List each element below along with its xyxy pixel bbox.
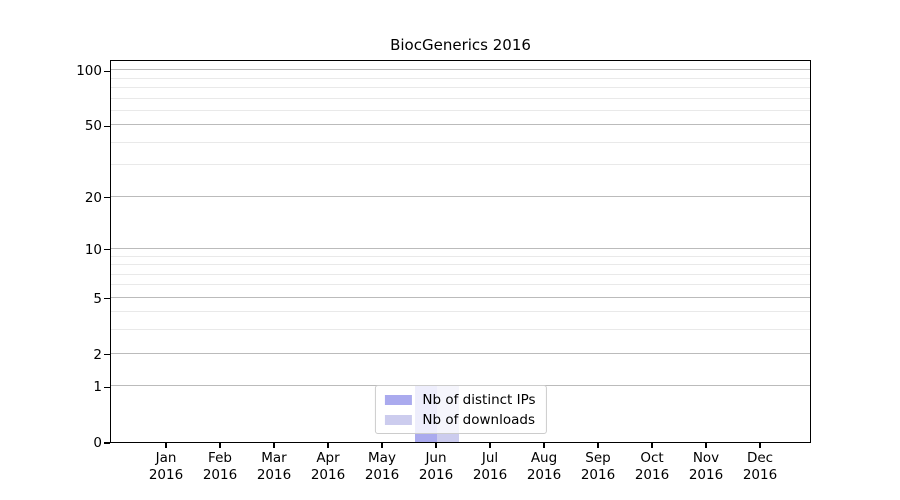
y-gridline-minor-40: [111, 141, 810, 143]
x-tick-year-may: 2016: [364, 467, 400, 483]
y-gridline-minor-8: [111, 264, 810, 265]
legend-swatch-distinct-ips-icon: [384, 394, 412, 405]
x-tick-year-aug: 2016: [526, 467, 562, 483]
y-gridline-minor-30: [111, 164, 810, 166]
x-tick-month-may: May: [368, 450, 396, 466]
x-tick-jun: [435, 443, 437, 448]
x-tick-month-sep: Sep: [585, 450, 611, 466]
x-tick-label-apr: Apr 2016: [301, 450, 355, 484]
y-tick-label-1: 1: [93, 379, 102, 396]
legend-entry-downloads: Nb of downloads: [384, 411, 535, 428]
x-tick-year-sep: 2016: [580, 467, 616, 483]
x-tick-label-jul: Jul 2016: [463, 450, 517, 484]
x-tick-label-may: May 2016: [355, 450, 409, 484]
x-tick-aug: [543, 443, 545, 448]
plot-area: Nb of distinct IPs Nb of downloads: [110, 60, 811, 443]
x-tick-apr: [327, 443, 329, 448]
y-gridline-minor-70: [111, 97, 810, 99]
x-tick-oct: [651, 443, 653, 448]
x-tick-month-aug: Aug: [530, 450, 558, 466]
y-gridline-major-20: [111, 195, 810, 197]
x-tick-jan: [165, 443, 167, 448]
x-tick-label-dec: Dec 2016: [733, 450, 787, 484]
y-gridline-minor-90: [111, 77, 810, 79]
y-gridline-minor-7: [111, 273, 810, 275]
y-gridline-major-50: [111, 124, 810, 126]
x-tick-year-oct: 2016: [634, 467, 670, 483]
y-gridline-major-10: [111, 247, 810, 249]
chart-title: BiocGenerics 2016: [390, 36, 531, 54]
x-tick-month-nov: Nov: [692, 450, 720, 466]
x-tick-year-feb: 2016: [202, 467, 238, 483]
y-tick-10: [104, 249, 110, 251]
y-gridline-minor-60: [111, 109, 810, 111]
x-tick-mar: [273, 443, 275, 448]
y-tick-0: [104, 442, 110, 444]
x-tick-year-jun: 2016: [418, 467, 454, 483]
x-tick-label-mar: Mar 2016: [247, 450, 301, 484]
y-gridline-major-5: [111, 296, 810, 298]
x-tick-label-sep: Sep 2016: [571, 450, 625, 484]
x-tick-label-feb: Feb 2016: [193, 450, 247, 484]
y-tick-label-10: 10: [84, 241, 102, 258]
y-tick-label-0: 0: [93, 435, 102, 451]
x-tick-may: [381, 443, 383, 448]
legend-label-distinct-ips: Nb of distinct IPs: [422, 391, 536, 408]
y-gridline-minor-9: [111, 255, 810, 257]
y-tick-label-2: 2: [93, 346, 102, 363]
y-tick-100: [104, 70, 110, 72]
legend-swatch-downloads-icon: [384, 414, 412, 425]
x-tick-month-dec: Dec: [746, 450, 774, 466]
y-tick-50: [104, 125, 110, 127]
y-tick-2: [104, 353, 110, 356]
x-tick-nov: [705, 443, 707, 448]
x-tick-label-jun: Jun 2016: [409, 450, 463, 484]
x-tick-dec: [759, 443, 761, 448]
x-tick-year-jan: 2016: [148, 467, 184, 483]
y-tick-1: [104, 386, 110, 388]
x-tick-month-jun: Jun: [425, 450, 447, 466]
x-tick-feb: [219, 443, 221, 448]
x-tick-month-oct: Oct: [640, 450, 664, 466]
x-tick-label-aug: Aug 2016: [517, 450, 571, 484]
x-tick-jul: [489, 443, 491, 448]
x-tick-month-jan: Jan: [155, 450, 177, 466]
y-tick-label-5: 5: [93, 290, 102, 307]
y-gridline-major-2: [111, 352, 810, 354]
x-tick-label-jan: Jan 2016: [139, 450, 193, 484]
x-tick-year-nov: 2016: [688, 467, 724, 483]
x-tick-month-mar: Mar: [261, 450, 287, 466]
legend-entry-distinct-ips: Nb of distinct IPs: [384, 391, 536, 408]
y-gridline-minor-4: [111, 311, 810, 313]
x-tick-label-oct: Oct 2016: [625, 450, 679, 484]
x-tick-year-dec: 2016: [742, 467, 778, 483]
y-gridline-minor-6: [111, 284, 810, 286]
y-tick-5: [104, 298, 110, 300]
x-tick-month-jul: Jul: [481, 450, 499, 466]
x-tick-year-jul: 2016: [472, 467, 508, 483]
y-tick-label-100: 100: [76, 63, 102, 80]
y-tick-label-20: 20: [84, 189, 102, 206]
x-tick-month-feb: Feb: [208, 450, 232, 466]
y-gridline-minor-80: [111, 86, 810, 88]
x-tick-year-apr: 2016: [310, 467, 346, 483]
x-tick-sep: [597, 443, 599, 448]
y-tick-label-50: 50: [84, 118, 102, 135]
legend-label-downloads: Nb of downloads: [422, 411, 535, 428]
y-gridline-minor-3: [111, 329, 810, 331]
y-gridline-major-100: [111, 69, 810, 71]
y-tick-20: [104, 197, 110, 199]
x-tick-label-nov: Nov 2016: [679, 450, 733, 484]
x-tick-year-mar: 2016: [256, 467, 292, 483]
legend: Nb of distinct IPs Nb of downloads: [374, 385, 547, 434]
x-tick-month-apr: Apr: [316, 450, 340, 466]
